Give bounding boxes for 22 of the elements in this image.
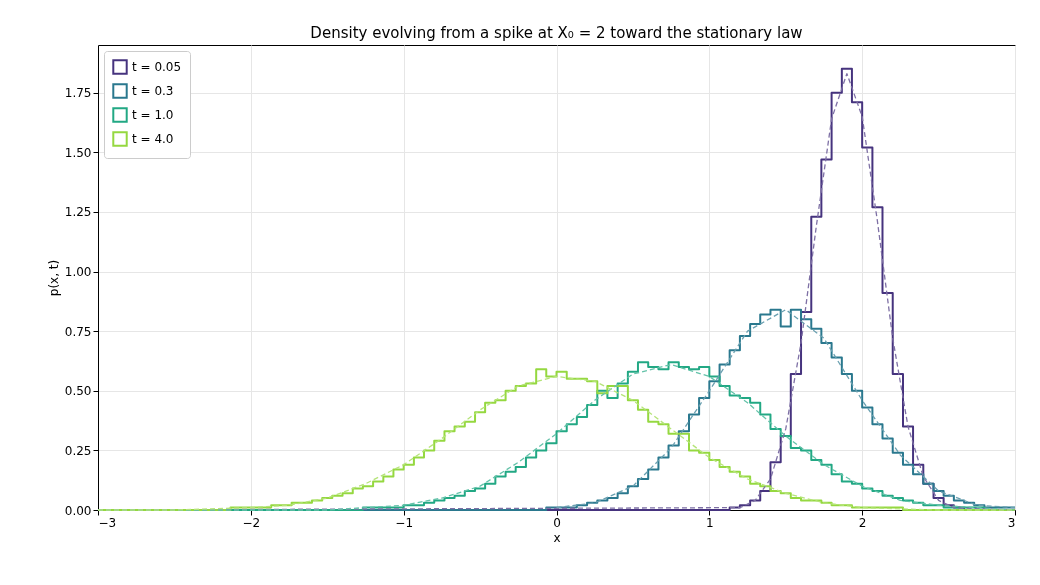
x-tick-label: 2 <box>858 515 867 530</box>
x-tick-label: −2 <box>242 515 261 530</box>
x-tick-label: 0 <box>553 515 561 530</box>
y-tick-label: 0.75 <box>64 324 92 339</box>
legend-label: t = 1.0 <box>132 108 174 122</box>
x-tick-label: 1 <box>706 515 714 530</box>
y-tick-label: 0.00 <box>64 503 92 518</box>
legend-label: t = 0.05 <box>132 60 182 74</box>
x-tick-label: −3 <box>98 515 117 530</box>
y-axis-title: p(x, t) <box>46 259 61 297</box>
x-tick-label: 3 <box>1007 515 1016 530</box>
chart-title: Density evolving from a spike at X₀ = 2 toward the stationary law <box>310 24 803 42</box>
y-tick-label: 1.75 <box>64 86 92 101</box>
x-axis-title: x <box>553 530 561 545</box>
y-tick-label: 1.25 <box>64 205 92 220</box>
y-tick-label: 1.50 <box>64 145 92 160</box>
y-tick-label: 1.00 <box>64 265 92 280</box>
legend-label: t = 4.0 <box>132 132 174 146</box>
legend-label: t = 0.3 <box>132 84 174 98</box>
y-tick-label: 0.50 <box>64 384 92 399</box>
y-tick-label: 0.25 <box>64 443 92 458</box>
x-tick-label: −1 <box>395 515 414 530</box>
